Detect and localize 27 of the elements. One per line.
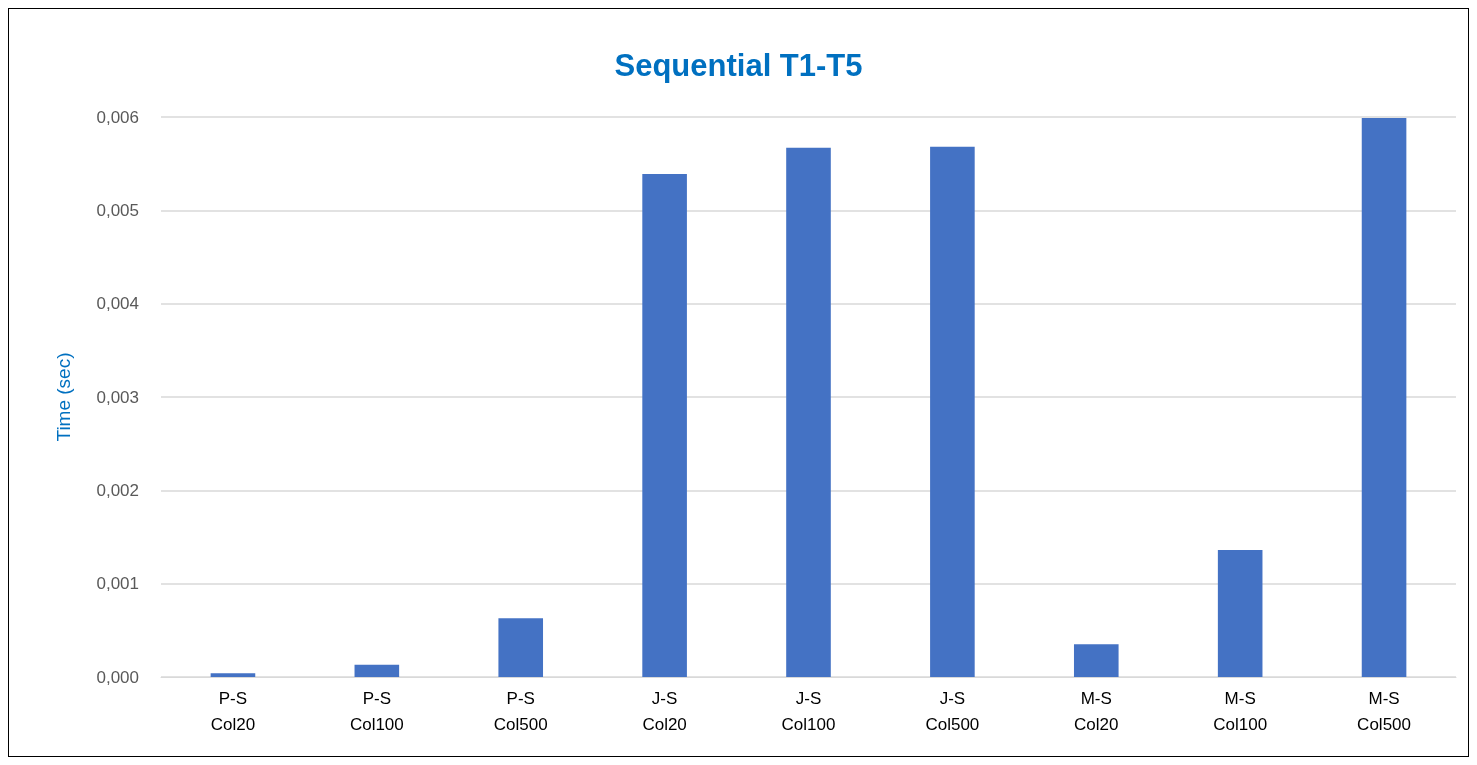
bar: [1217, 550, 1263, 677]
y-tick-label: 0,005: [96, 200, 139, 220]
x-tick-label: M-S Col100: [1213, 688, 1268, 734]
bar: [498, 618, 544, 677]
y-tick-label: 0,002: [96, 480, 139, 500]
bar: [1073, 644, 1119, 677]
chart-title: Sequential T1-T5: [614, 48, 863, 83]
bar: [930, 146, 975, 677]
x-tick-label: M-S Col20: [1074, 688, 1119, 734]
bar: [1361, 117, 1407, 677]
y-tick-label: 0,000: [96, 667, 139, 687]
y-tick-label: 0,006: [96, 107, 139, 127]
bar: [786, 147, 831, 677]
bar: [642, 173, 687, 677]
bar: [210, 673, 256, 677]
x-tick-label: P-S Col100: [349, 688, 404, 734]
x-tick-label: P-S Col20: [210, 688, 256, 734]
x-tick-label: M-S Col500: [1357, 688, 1411, 734]
x-tick-label: J-S Col20: [642, 688, 687, 734]
x-tick-label: P-S Col500: [493, 688, 548, 734]
x-tick-label: J-S Col500: [925, 688, 980, 734]
y-axis-title: Time (sec): [53, 352, 74, 442]
x-tick-label: J-S Col100: [781, 688, 836, 734]
bar: [354, 664, 400, 677]
y-tick-label: 0,004: [96, 294, 139, 314]
y-tick-label: 0,003: [96, 387, 139, 407]
y-tick-label: 0,001: [96, 574, 139, 594]
